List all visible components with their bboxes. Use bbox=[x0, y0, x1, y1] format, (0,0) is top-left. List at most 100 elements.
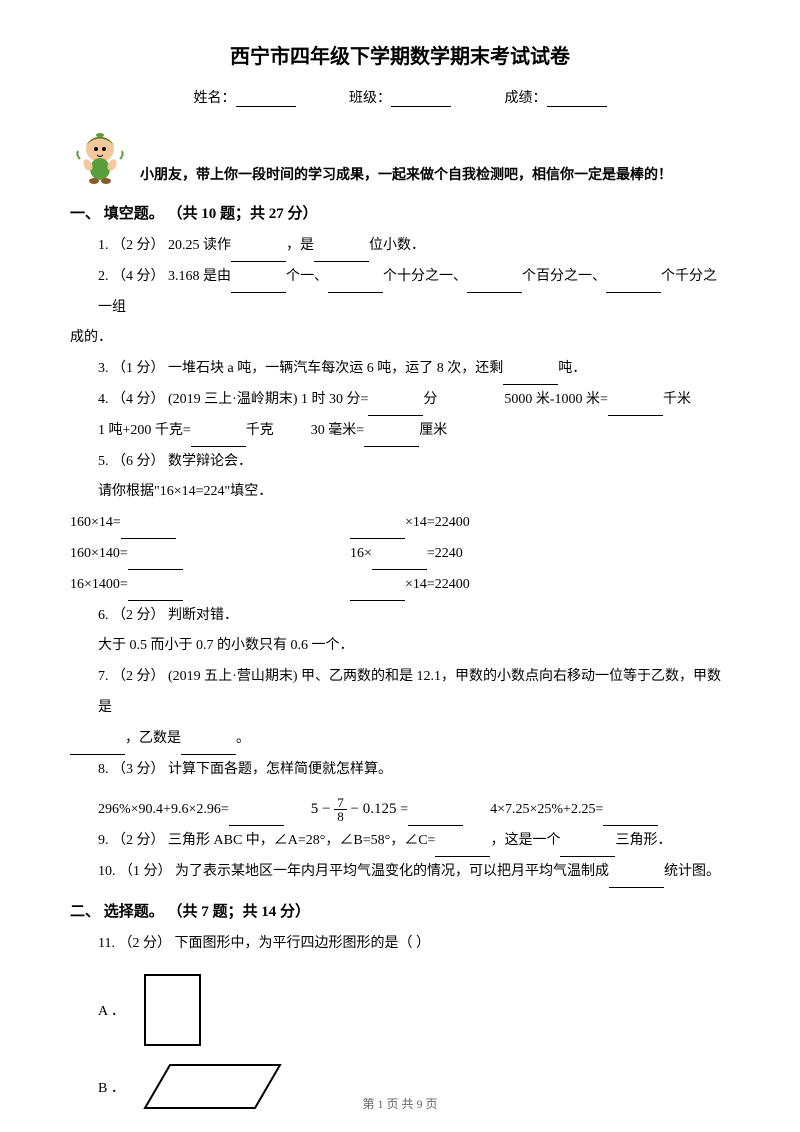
q3-text-b: 吨． bbox=[558, 361, 586, 376]
q9-text-c: 三角形． bbox=[615, 833, 671, 848]
class-label: 班级： bbox=[349, 91, 391, 106]
score-field: 成绩： bbox=[505, 87, 607, 107]
q10-blank-1[interactable] bbox=[609, 872, 664, 888]
option-a[interactable]: A ． bbox=[98, 970, 730, 1050]
q2-text-a: 2. （4 分） 3.168 是由 bbox=[98, 269, 231, 284]
q8b-blank[interactable] bbox=[408, 810, 463, 826]
q5r1a-blank[interactable] bbox=[121, 523, 176, 539]
q1-text-c: 位小数． bbox=[369, 238, 425, 253]
q11: 11. （2 分） 下面图形中，为平行四边形图形的是（ ） bbox=[98, 929, 730, 960]
q5-row3: 16×1400= ×14=22400 bbox=[70, 570, 730, 601]
q7-text-c: 。 bbox=[236, 731, 250, 746]
name-field: 姓名： bbox=[194, 87, 296, 107]
q10-text-a: 10. （1 分） 为了表示某地区一年内月平均气温变化的情况，可以把月平均气温制… bbox=[98, 864, 609, 879]
q4-text-d: 千米 bbox=[663, 392, 691, 407]
q10: 10. （1 分） 为了表示某地区一年内月平均气温变化的情况，可以把月平均气温制… bbox=[98, 857, 730, 888]
q5r1b-text: ×14=22400 bbox=[405, 515, 470, 530]
q8b-num: 7 bbox=[334, 796, 347, 810]
q5r1a-text: 160×14= bbox=[70, 515, 121, 530]
q4-text-h: 厘米 bbox=[419, 423, 447, 438]
q4-blank-1[interactable] bbox=[368, 400, 423, 416]
q2: 2. （4 分） 3.168 是由个一、个十分之一、个百分之一、个千分之一组 bbox=[98, 262, 730, 324]
q5r1b-blank[interactable] bbox=[350, 523, 405, 539]
q1-blank-1[interactable] bbox=[231, 246, 286, 262]
score-blank[interactable] bbox=[547, 91, 607, 107]
q8b-formula: 5 − 78 − 0.125 bbox=[311, 801, 400, 817]
q8c-text: 4×7.25×25%+2.25= bbox=[490, 802, 603, 817]
q5r2a-text: 160×140= bbox=[70, 546, 128, 561]
class-field: 班级： bbox=[349, 87, 451, 107]
q5-sub: 请你根据"16×14=224"填空． bbox=[98, 477, 730, 508]
page-title: 西宁市四年级下学期数学期末考试试卷 bbox=[70, 40, 730, 69]
q9-blank-1[interactable] bbox=[435, 841, 490, 857]
header-fields: 姓名： 班级： 成绩： bbox=[70, 87, 730, 107]
q1: 1. （2 分） 20.25 读作 ，是 位小数． bbox=[98, 231, 730, 262]
q4-text-e: 1 吨+200 千克= bbox=[98, 423, 191, 438]
q4-text-a: 4. （4 分） (2019 三上·温岭期末) 1 时 30 分= bbox=[98, 392, 368, 407]
q4-blank-2[interactable] bbox=[608, 400, 663, 416]
page-footer: 第 1 页 共 9 页 bbox=[0, 1095, 800, 1112]
q5-row1: 160×14= ×14=22400 bbox=[70, 508, 730, 539]
q9-text-b: ，这是一个 bbox=[490, 833, 560, 848]
option-a-label: A ． bbox=[98, 1000, 125, 1020]
q8c-blank[interactable] bbox=[603, 810, 658, 826]
q7-blank-2[interactable] bbox=[181, 739, 236, 755]
q8b-den: 8 bbox=[334, 810, 347, 823]
q5r3a-text: 16×1400= bbox=[70, 577, 128, 592]
mascot-row: 小朋友，带上你一段时间的学习成果，一起来做个自我检测吧，相信你一定是最棒的！ bbox=[70, 127, 730, 187]
q4-text-f: 千克 bbox=[246, 423, 274, 438]
q7-blank-1[interactable] bbox=[70, 739, 125, 755]
q4-text-g: 30 毫米= bbox=[311, 423, 364, 438]
section-1-title: 一、 填空题。 （共 10 题；共 27 分） bbox=[70, 202, 730, 223]
q5r3b-text: ×14=22400 bbox=[405, 577, 470, 592]
q5r2a-blank[interactable] bbox=[128, 554, 183, 570]
q2-blank-3[interactable] bbox=[467, 277, 522, 293]
q2-blank-1[interactable] bbox=[231, 277, 286, 293]
q5r2b-text: 16× bbox=[350, 546, 372, 561]
q2-text-c: 个十分之一、 bbox=[383, 269, 467, 284]
q3-text-a: 3. （1 分） 一堆石块 a 吨，一辆汽车每次运 6 吨，运了 8 次，还剩 bbox=[98, 361, 503, 376]
q5-row2: 160×140= 16× =2240 bbox=[70, 539, 730, 570]
q4-text-b: 分 bbox=[423, 392, 437, 407]
q4-text-c: 5000 米-1000 米= bbox=[504, 392, 608, 407]
q5r2b-blank[interactable] bbox=[372, 554, 427, 570]
q7-text-a: 7. （2 分） (2019 五上·营山期末) 甲、乙两数的和是 12.1，甲数… bbox=[98, 669, 721, 715]
q3: 3. （1 分） 一堆石块 a 吨，一辆汽车每次运 6 吨，运了 8 次，还剩 吨… bbox=[98, 354, 730, 385]
q9-text-a: 9. （2 分） 三角形 ABC 中，∠A=28°，∠B=58°，∠C= bbox=[98, 833, 435, 848]
q8b-pre: 5 bbox=[311, 801, 319, 817]
q2-text-d: 个百分之一、 bbox=[522, 269, 606, 284]
q2-blank-4[interactable] bbox=[606, 277, 661, 293]
q2-continue: 成的． bbox=[70, 323, 730, 354]
q5r3b-blank[interactable] bbox=[350, 585, 405, 601]
q8a-blank[interactable] bbox=[229, 810, 284, 826]
q6-sub: 大于 0.5 而小于 0.7 的小数只有 0.6 一个． bbox=[98, 631, 730, 662]
q1-blank-2[interactable] bbox=[314, 246, 369, 262]
intro-text: 小朋友，带上你一段时间的学习成果，一起来做个自我检测吧，相信你一定是最棒的！ bbox=[140, 165, 672, 187]
q3-blank-1[interactable] bbox=[503, 369, 558, 385]
q7: 7. （2 分） (2019 五上·营山期末) 甲、乙两数的和是 12.1，甲数… bbox=[98, 662, 730, 724]
q1-text-a: 1. （2 分） 20.25 读作 bbox=[98, 238, 231, 253]
q7-text-b: ，乙数是 bbox=[125, 731, 181, 746]
q8-expr: 296%×90.4+9.6×2.96= 5 − 78 − 0.125 = 4×7… bbox=[98, 793, 730, 826]
q5r3a-blank[interactable] bbox=[128, 585, 183, 601]
q2-text-b: 个一、 bbox=[286, 269, 328, 284]
q5r2c-text: =2240 bbox=[427, 546, 463, 561]
section-2-title: 二、 选择题。 （共 7 题；共 14 分） bbox=[70, 900, 730, 921]
class-blank[interactable] bbox=[391, 91, 451, 107]
q4-blank-4[interactable] bbox=[364, 431, 419, 447]
q10-text-b: 统计图。 bbox=[664, 864, 720, 879]
q7-continue: ，乙数是 。 bbox=[70, 724, 730, 755]
q4-line2: 1 吨+200 千克= 千克 30 毫米= 厘米 bbox=[98, 416, 730, 447]
q9: 9. （2 分） 三角形 ABC 中，∠A=28°，∠B=58°，∠C= ，这是一… bbox=[98, 826, 730, 857]
name-blank[interactable] bbox=[236, 91, 296, 107]
q9-blank-2[interactable] bbox=[560, 841, 615, 857]
q4: 4. （4 分） (2019 三上·温岭期末) 1 时 30 分= 分 5000 … bbox=[98, 385, 730, 416]
score-label: 成绩： bbox=[505, 91, 547, 106]
q5: 5. （6 分） 数学辩论会． bbox=[98, 447, 730, 478]
rectangle-shape bbox=[140, 970, 210, 1050]
q1-text-b: ，是 bbox=[286, 238, 314, 253]
q4-blank-3[interactable] bbox=[191, 431, 246, 447]
q6: 6. （2 分） 判断对错． bbox=[98, 601, 730, 632]
q2-blank-2[interactable] bbox=[328, 277, 383, 293]
q8b-mid: 0.125 bbox=[363, 801, 397, 817]
